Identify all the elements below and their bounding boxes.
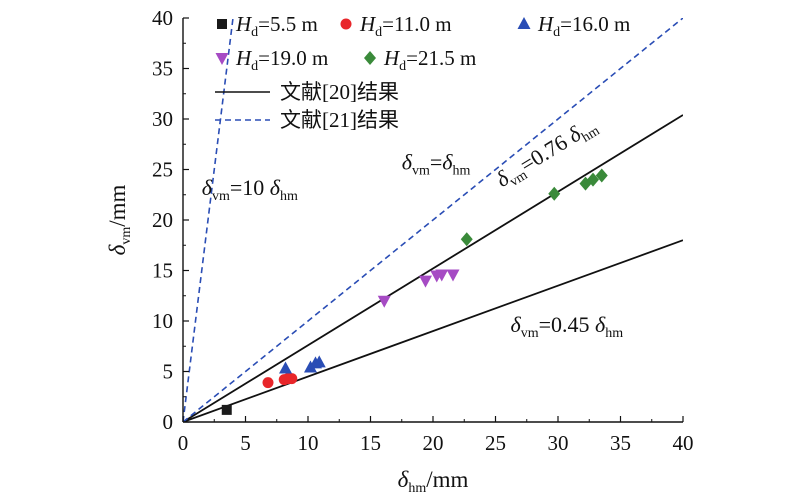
legend-label: Hd=21.5 m: [383, 46, 476, 74]
x-tick-label: 15: [360, 431, 381, 455]
x-tick-label: 40: [673, 431, 694, 455]
y-tick-label: 35: [152, 57, 173, 81]
annotation-symbol: δ: [402, 150, 413, 175]
legend-label: Hd=16.0 m: [537, 12, 630, 40]
annotation-subscript: vm: [412, 164, 430, 179]
legend-item: Hd=21.5 m: [364, 46, 476, 74]
x-tick-label: 5: [240, 431, 251, 455]
legend-label-symbol: H: [359, 12, 377, 36]
annotation-subscript: hm: [280, 189, 298, 204]
annotation-symbol: δ: [442, 150, 453, 175]
y-tick-label: 20: [152, 208, 173, 232]
legend-marker: [340, 18, 352, 30]
legend-label-symbol: H: [235, 46, 253, 70]
y-tick-label: 10: [152, 309, 173, 333]
data-point: [446, 269, 460, 282]
reference-line-1: [183, 114, 683, 422]
legend-label-subscript: d: [399, 59, 406, 74]
legend-label-text: =16.0 m: [560, 12, 630, 36]
legend-label: Hd=19.0 m: [235, 46, 328, 74]
legend-item: Hd=11.0 m: [340, 12, 452, 40]
data-point: [279, 361, 292, 374]
legend-line-item: 文献[21]结果: [215, 108, 399, 132]
annotation-symbol: δ: [511, 312, 522, 337]
reference-line-3: [183, 18, 683, 422]
data-point: [221, 404, 232, 415]
y-axis-title-subscript: vm: [119, 227, 134, 245]
annotation-text: =: [430, 150, 442, 175]
y-tick-label: 15: [152, 259, 173, 283]
reference-lines: [183, 18, 683, 422]
x-tick-label: 0: [178, 431, 189, 455]
data-points: [221, 168, 608, 415]
data-point: [595, 168, 608, 183]
x-axis-title-subscript: hm: [408, 481, 426, 496]
x-tick-label: 20: [423, 431, 444, 455]
legend-marker: [364, 51, 376, 65]
x-tick-label: 10: [298, 431, 319, 455]
y-axis-title: δvm/mm: [105, 185, 134, 256]
data-point: [435, 269, 449, 282]
x-tick-label: 35: [610, 431, 631, 455]
y-tick-label: 40: [152, 6, 173, 30]
legend-item: Hd=5.5 m: [217, 12, 318, 40]
data-point: [548, 186, 561, 201]
legend-marker: [215, 53, 229, 65]
legend-label-text: =19.0 m: [258, 46, 328, 70]
legend-label-subscript: d: [553, 25, 560, 40]
x-tick-label: 25: [485, 431, 506, 455]
legend-marker: [517, 17, 531, 29]
annotation-subscript: vm: [521, 326, 539, 341]
legend-label-symbol: H: [383, 46, 401, 70]
annotation-symbol: δ: [202, 175, 213, 200]
legend-item: Hd=16.0 m: [517, 12, 630, 40]
y-tick-label: 5: [163, 360, 174, 384]
legend-label-subscript: d: [375, 25, 382, 40]
legend-line-label: 文献[20]结果: [280, 80, 399, 104]
x-axis-title: δhm/mm: [398, 467, 469, 496]
data-point: [460, 232, 473, 247]
legend-label-text: =11.0 m: [382, 12, 451, 36]
legend-line-label: 文献[21]结果: [280, 108, 399, 132]
legend-label: Hd=5.5 m: [235, 12, 318, 40]
legend-label-subscript: d: [251, 25, 258, 40]
legend-label-subscript: d: [251, 59, 258, 74]
legend-line-item: 文献[20]结果: [215, 80, 399, 104]
annotation-subscript: hm: [605, 326, 623, 341]
reference-line-4: [183, 18, 234, 422]
data-point: [377, 295, 391, 308]
annotation-subscript: hm: [453, 164, 471, 179]
data-point: [312, 355, 326, 368]
legend-label-symbol: H: [235, 12, 253, 36]
data-point: [587, 172, 599, 187]
data-point: [262, 377, 274, 389]
x-tick-label: 30: [548, 431, 569, 455]
reference-line-2: [183, 239, 683, 422]
annotation-text: =10: [230, 175, 270, 200]
legend-item: Hd=19.0 m: [215, 46, 328, 74]
annotation-text: =0.45: [539, 312, 595, 337]
x-axis-title-text: /mm: [426, 467, 468, 492]
y-axis-title-symbol: δ: [105, 244, 130, 255]
legend-label-text: =5.5 m: [258, 12, 318, 36]
annotation-subscript: vm: [212, 189, 230, 204]
annotation-symbol: δ: [595, 312, 606, 337]
y-axis-title-text: /mm: [105, 185, 130, 227]
y-tick-label: 0: [163, 410, 174, 434]
legend-label: Hd=11.0 m: [359, 12, 452, 40]
data-point: [419, 275, 432, 288]
legend-label-symbol: H: [537, 12, 555, 36]
data-point: [286, 373, 298, 385]
y-tick-label: 30: [152, 107, 173, 131]
line-annotation-2: δvm=δhm: [402, 150, 471, 179]
legend-marker: [217, 19, 227, 29]
line-annotation-4: δvm=0.45 δhm: [511, 312, 624, 341]
y-tick-label: 25: [152, 158, 173, 182]
annotation-symbol: δ: [270, 175, 281, 200]
x-axis-title-symbol: δ: [398, 467, 409, 492]
legend: Hd=5.5 m Hd=11.0 m Hd=16.0 mHd=19.0 m Hd=21…: [215, 12, 630, 132]
line-annotation-1: δvm=10 δhm: [202, 175, 298, 204]
legend-label-text: =21.5 m: [406, 46, 476, 70]
